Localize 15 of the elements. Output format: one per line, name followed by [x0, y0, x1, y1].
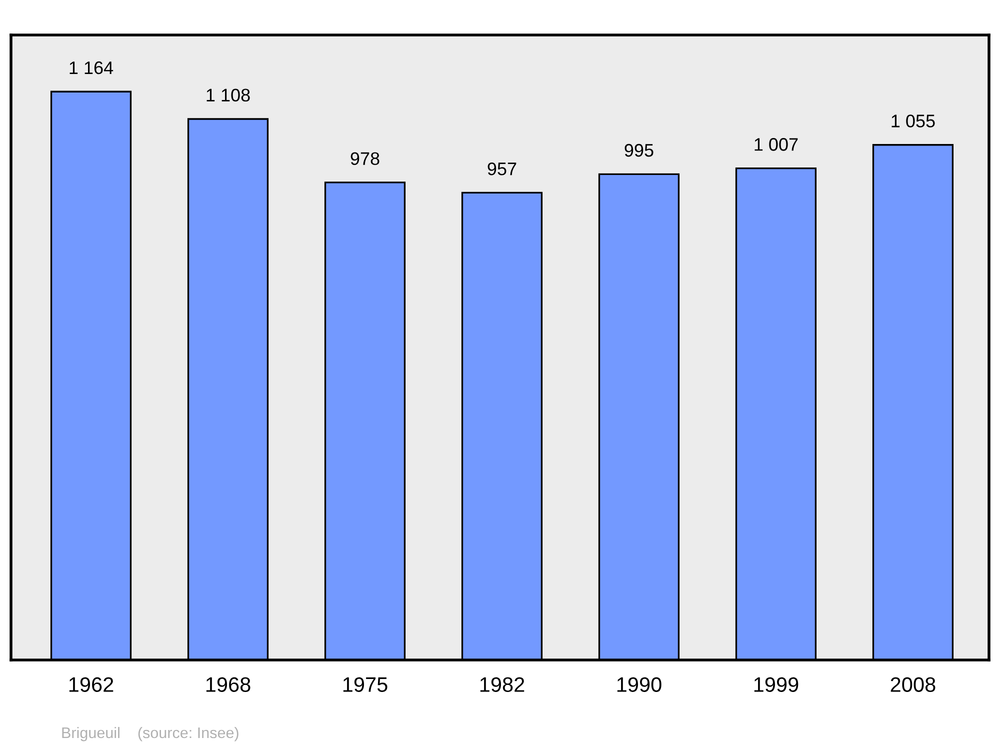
x-tick-label: 1975	[343, 677, 388, 692]
x-tick-label: 1999	[754, 677, 798, 692]
text: Brigueuil (source: Insee)	[62, 726, 238, 742]
x-tick-label: 2008	[890, 677, 936, 692]
data-label: 957	[488, 162, 516, 176]
data-label: 978	[350, 152, 380, 166]
data-label: 1 164	[70, 61, 114, 74]
data-label: 1 055	[892, 114, 935, 128]
data-label: 995	[624, 144, 654, 157]
x-tick-label: 1968	[206, 677, 250, 692]
data-label: 1 007	[754, 138, 798, 151]
x-tick-label: 1982	[480, 677, 524, 692]
x-tick-label: 1990	[617, 677, 662, 692]
data-label: 1 108	[206, 88, 250, 102]
x-tick-label: 1962	[69, 677, 114, 692]
